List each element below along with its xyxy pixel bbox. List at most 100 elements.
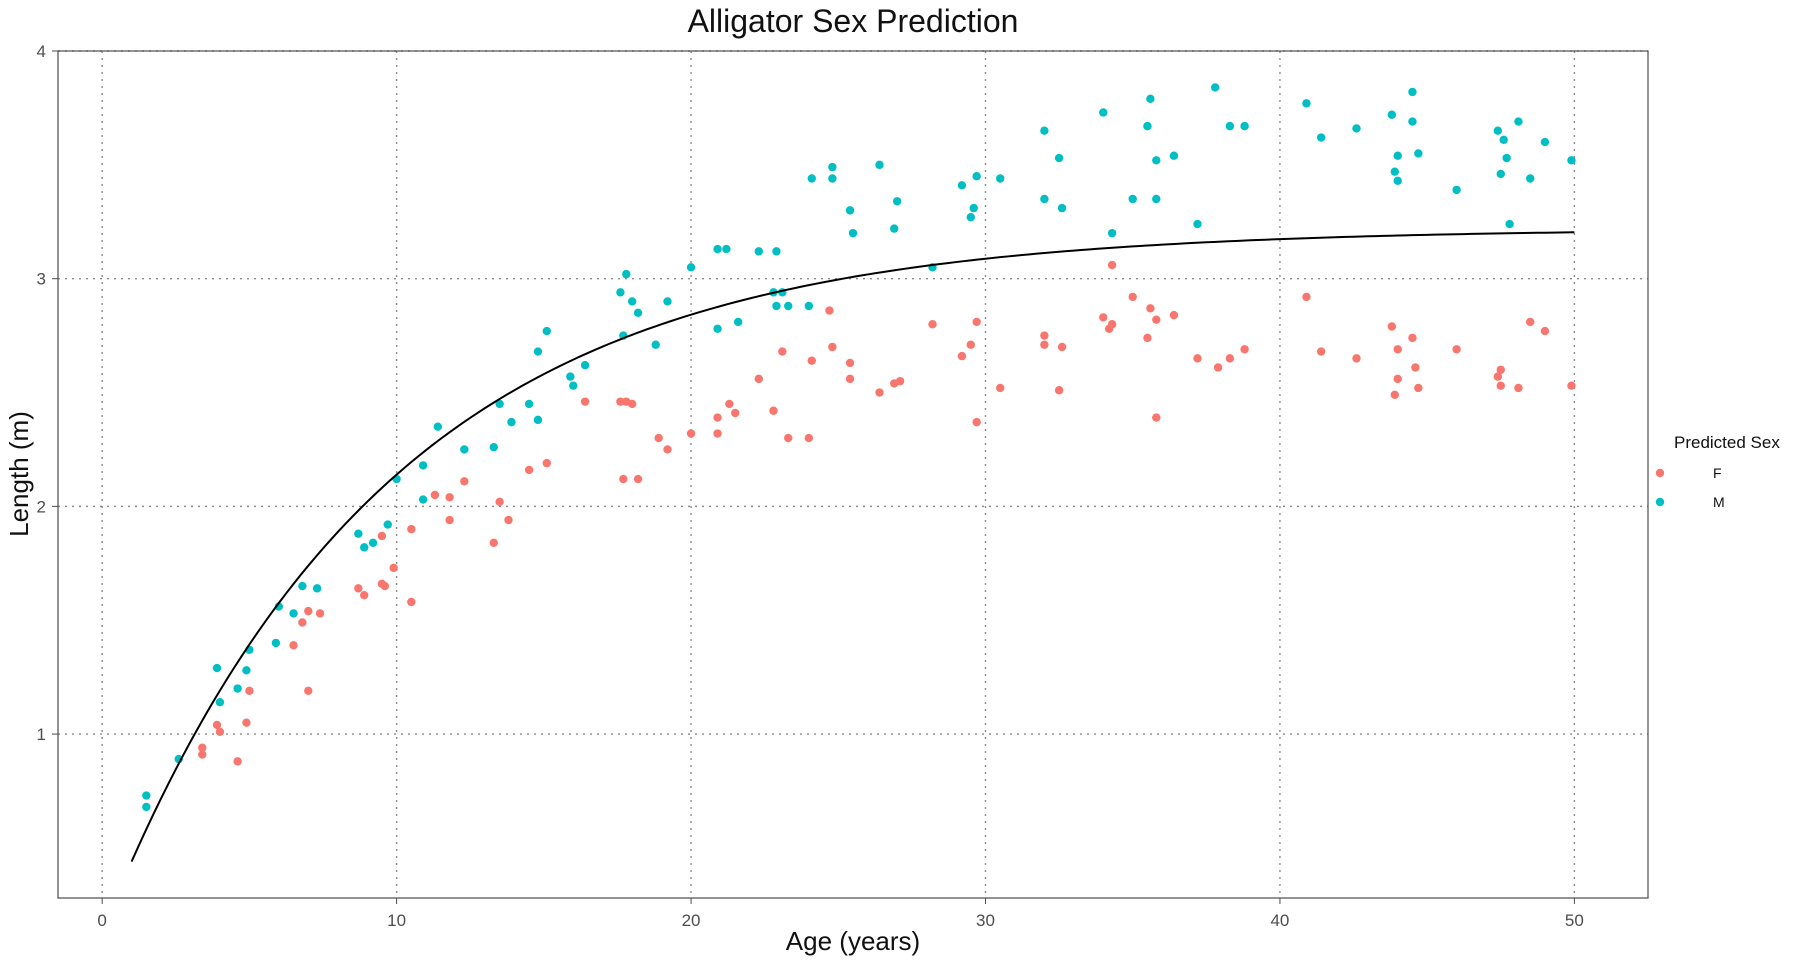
data-point-m [713, 324, 722, 333]
data-point-f [380, 581, 390, 591]
data-point-m [892, 197, 902, 206]
data-point-f [972, 317, 981, 327]
data-point-m [1393, 176, 1402, 185]
data-point-f [430, 490, 440, 500]
data-point-f [212, 720, 222, 730]
data-point-m [651, 340, 660, 349]
data-point-f [754, 374, 763, 384]
y-axis-ticks: 1 2 3 4 [37, 42, 58, 744]
x-tick-label: 0 [97, 911, 106, 930]
data-point-f [627, 399, 637, 409]
data-point-m [627, 297, 637, 306]
data-point-f [654, 433, 663, 443]
data-point-m [542, 326, 551, 336]
x-tick-label: 10 [387, 911, 406, 930]
data-point-m [733, 317, 743, 327]
data-point-f [1146, 304, 1155, 313]
data-point-f [1040, 331, 1049, 340]
data-point-f [804, 433, 814, 443]
data-point-f [407, 597, 416, 607]
data-point-m [633, 308, 643, 318]
data-point-f [1213, 363, 1223, 372]
data-point-f [633, 474, 643, 484]
data-point-f [1040, 340, 1049, 349]
legend-label-f: F [1713, 465, 1722, 481]
data-point-m [1210, 83, 1220, 92]
data-point-m [233, 684, 242, 693]
data-point-f [1393, 345, 1402, 354]
data-point-f [784, 433, 793, 443]
x-tick-label: 50 [1565, 911, 1584, 930]
legend-label-m: M [1713, 494, 1725, 510]
data-point-f [928, 320, 937, 329]
data-point-m [772, 247, 781, 256]
data-point-f [1352, 354, 1361, 363]
data-point-m [1302, 99, 1311, 108]
data-point-m [580, 361, 590, 370]
data-point-f [778, 347, 787, 356]
data-point-m [722, 244, 731, 254]
data-point-m [418, 461, 428, 470]
data-point-m [489, 442, 498, 452]
data-point-f [542, 458, 551, 468]
data-point-f [1057, 342, 1067, 352]
data-point-m [1057, 203, 1067, 213]
data-point-f [875, 388, 884, 397]
x-axis-label: Age (years) [786, 926, 920, 956]
data-point-f [1514, 383, 1523, 393]
data-point-f [725, 399, 734, 409]
data-point-m [383, 520, 392, 529]
data-point-m [1514, 117, 1523, 126]
data-point-f [1107, 260, 1117, 270]
data-point-m [845, 206, 855, 215]
data-point-m [533, 415, 543, 425]
series-f [198, 260, 1576, 766]
data-point-m [1040, 194, 1049, 204]
data-point-m [1505, 219, 1514, 229]
data-point-m [1193, 219, 1202, 229]
data-point-m [271, 638, 281, 648]
data-point-m [215, 697, 225, 707]
data-point-f [966, 340, 975, 349]
data-point-f [298, 618, 307, 627]
data-point-m [1040, 126, 1049, 135]
data-point-f [895, 376, 905, 386]
data-point-m [1152, 194, 1161, 204]
data-point-f [198, 750, 207, 759]
data-point-f [304, 686, 313, 696]
data-point-f [663, 445, 672, 454]
data-point-m [616, 288, 625, 297]
data-point-m [957, 181, 967, 190]
data-point-f [1567, 381, 1576, 390]
data-point-f [1496, 381, 1505, 390]
data-point-f [1099, 313, 1108, 322]
data-point-m [828, 174, 837, 183]
data-point-f [957, 351, 967, 361]
data-point-f [1408, 333, 1417, 343]
data-point-m [966, 213, 975, 222]
legend-swatch-m [1655, 497, 1665, 507]
data-point-f [377, 531, 387, 541]
data-point-m [460, 445, 469, 454]
data-point-m [1502, 153, 1511, 163]
x-axis-ticks: 0 10 20 30 40 50 [97, 898, 1584, 930]
data-point-m [524, 399, 534, 409]
data-point-f [1225, 354, 1235, 363]
data-point-m [1390, 167, 1399, 176]
data-point-m [507, 417, 516, 427]
data-point-f [495, 497, 504, 507]
data-point-m [1408, 87, 1417, 97]
data-point-m [298, 581, 307, 591]
data-point-m [569, 381, 578, 390]
data-point-f [407, 524, 416, 534]
data-point-m [1240, 121, 1249, 131]
data-point-f [1143, 333, 1152, 343]
data-point-m [848, 228, 858, 238]
data-point-m [1225, 121, 1235, 131]
data-point-f [580, 397, 590, 406]
x-tick-label: 40 [1270, 911, 1289, 930]
data-point-m [875, 160, 884, 170]
data-point-m [1099, 108, 1108, 117]
